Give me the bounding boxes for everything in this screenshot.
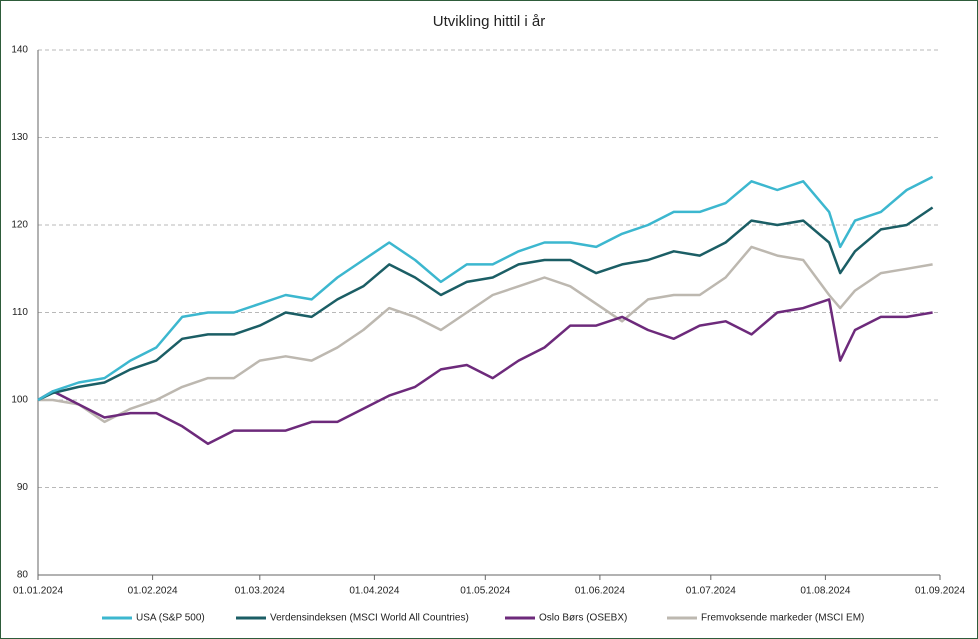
series-line bbox=[37, 298, 933, 446]
series-line bbox=[37, 175, 934, 402]
x-tick-label: 01.02.2024 bbox=[128, 586, 178, 597]
x-tick-label: 01.07.2024 bbox=[686, 586, 736, 597]
legend-label: Fremvoksende markeder (MSCI EM) bbox=[701, 613, 864, 624]
x-tick-label: 01.03.2024 bbox=[235, 586, 285, 597]
x-tick-label: 01.04.2024 bbox=[349, 586, 399, 597]
legend-label: Oslo Børs (OSEBX) bbox=[539, 613, 627, 624]
y-tick-label: 90 bbox=[17, 482, 29, 493]
y-tick-label: 100 bbox=[11, 395, 28, 406]
x-tick-label: 01.08.2024 bbox=[800, 586, 850, 597]
series-line bbox=[38, 245, 933, 424]
y-tick-label: 130 bbox=[11, 132, 28, 143]
y-tick-label: 120 bbox=[11, 220, 28, 231]
legend-label: Verdensindeksen (MSCI World All Countrie… bbox=[270, 613, 469, 624]
legend-label: USA (S&P 500) bbox=[136, 613, 205, 624]
x-tick-label: 01.09.2024 bbox=[915, 586, 965, 597]
series-line bbox=[37, 206, 934, 402]
y-tick-label: 110 bbox=[12, 307, 28, 318]
x-tick-label: 01.05.2024 bbox=[460, 586, 510, 597]
chart-title: Utvikling hittil i år bbox=[433, 13, 546, 30]
x-tick-label: 01.01.2024 bbox=[13, 586, 63, 597]
y-tick-label: 80 bbox=[17, 570, 29, 581]
x-tick-label: 01.06.2024 bbox=[575, 586, 625, 597]
y-tick-label: 140 bbox=[11, 45, 28, 56]
